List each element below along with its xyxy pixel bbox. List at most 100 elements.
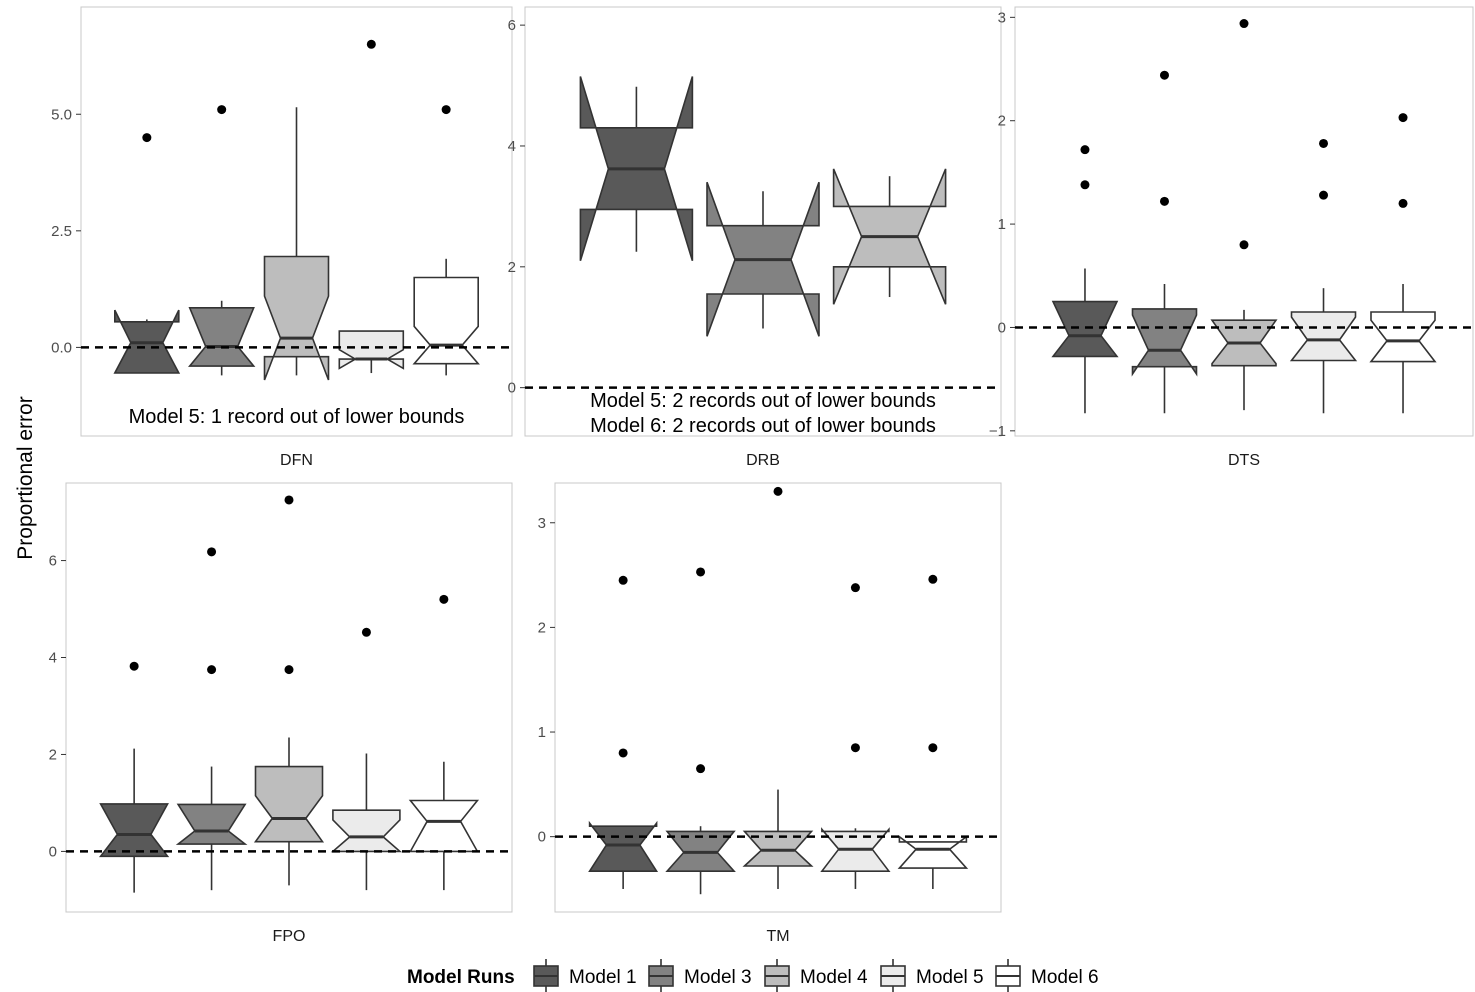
- outlier-point: [1159, 196, 1169, 206]
- facet-label: TM: [766, 928, 789, 945]
- outlier-point: [1239, 19, 1249, 29]
- box-model-6: [1369, 113, 1437, 414]
- facet-label: DTS: [1228, 452, 1260, 469]
- legend: Model Runs Model 1 Model 3 Model 4 Model 5 Mo…: [407, 959, 1099, 992]
- notched-box: [175, 803, 248, 845]
- notched-box: [1131, 308, 1198, 377]
- legend-entry-model-6: Model 6: [995, 959, 1099, 992]
- box-model-4: [742, 486, 814, 889]
- box-model-3: [1131, 70, 1198, 414]
- outlier-point: [366, 39, 376, 49]
- y-tick-label: 0: [538, 829, 546, 846]
- panel-fpo: 0 2 4 6 FPO: [49, 482, 513, 945]
- y-tick-label: 2: [998, 113, 1006, 130]
- y-tick-label: 4: [49, 650, 57, 667]
- outlier-point: [1319, 190, 1329, 200]
- y-tick-label: −1: [989, 423, 1006, 440]
- outlier-point: [207, 665, 217, 675]
- panel-dts: −1 0 1 2 3 DTS: [989, 6, 1474, 469]
- legend-title: Model Runs: [407, 967, 515, 988]
- box-model-5: [1289, 138, 1358, 414]
- legend-label: Model 6: [1031, 967, 1099, 988]
- box-model-6: [408, 594, 480, 891]
- box-model-4: [253, 495, 325, 886]
- box-model-1: [98, 661, 170, 893]
- box-model-6: [897, 574, 969, 889]
- notched-box: [588, 820, 659, 873]
- y-tick-label: 0.0: [51, 339, 72, 356]
- panel-dfn: 0.0 2.5 5.0 Model 5: 1 record out of lower …: [51, 6, 513, 469]
- box-model-1: [579, 76, 694, 262]
- panel-note: Model 5: 1 record out of lower bounds: [129, 406, 465, 428]
- box-model-4: [263, 107, 330, 381]
- outlier-point: [1398, 198, 1408, 208]
- outlier-point: [618, 575, 628, 585]
- y-tick-label: 3: [998, 9, 1006, 26]
- y-tick-label: 2: [508, 259, 516, 276]
- y-tick-label: 1: [538, 724, 546, 741]
- outlier-point: [207, 547, 217, 557]
- outlier-point: [1159, 70, 1169, 80]
- outlier-point: [850, 743, 860, 753]
- outlier-point: [696, 764, 706, 774]
- notched-box: [1289, 311, 1358, 362]
- notched-box: [253, 765, 325, 843]
- outlier-point: [1398, 113, 1408, 123]
- outlier-point: [441, 105, 451, 115]
- legend-label: Model 5: [916, 967, 984, 988]
- box-model-5: [338, 39, 405, 374]
- y-tick-label: 6: [49, 553, 57, 570]
- y-axis-title: Proportional error: [14, 396, 37, 559]
- y-tick-label: 0: [998, 319, 1006, 336]
- box-model-4: [832, 168, 947, 305]
- y-tick-label: 2.5: [51, 223, 72, 240]
- box-model-3: [665, 567, 736, 895]
- box-model-1: [1051, 145, 1119, 414]
- legend-label: Model 4: [800, 967, 868, 988]
- box-model-6: [412, 105, 480, 376]
- y-tick-label: 2: [538, 619, 546, 636]
- y-tick-label: 5.0: [51, 106, 72, 123]
- y-tick-label: 6: [508, 17, 516, 34]
- panel-tm: 0 1 2 3 TM: [538, 482, 1002, 945]
- outlier-point: [129, 661, 139, 671]
- notched-box: [263, 255, 330, 381]
- panel-note: Model 5: 2 records out of lower bounds: [590, 390, 936, 412]
- facet-label: DFN: [280, 452, 313, 469]
- box-model-5: [330, 627, 403, 891]
- outlier-point: [439, 594, 449, 604]
- legend-label: Model 1: [569, 967, 637, 988]
- outlier-point: [284, 665, 294, 675]
- legend-entry-model-4: Model 4: [764, 959, 868, 992]
- outlier-point: [850, 583, 860, 593]
- box-model-1: [588, 575, 659, 889]
- y-tick-label: 2: [49, 746, 57, 763]
- notched-box: [897, 835, 969, 869]
- outlier-point: [284, 495, 294, 505]
- panel-note: Model 6: 2 records out of lower bounds: [590, 415, 936, 437]
- outlier-point: [928, 574, 938, 584]
- outlier-point: [773, 486, 783, 496]
- y-tick-label: 3: [538, 515, 546, 532]
- legend-label: Model 3: [684, 967, 752, 988]
- outlier-point: [618, 748, 628, 758]
- outlier-point: [1239, 240, 1249, 250]
- box-model-1: [113, 133, 181, 374]
- y-tick-label: 0: [49, 843, 57, 860]
- outlier-point: [217, 105, 227, 115]
- y-tick-label: 0: [508, 380, 516, 397]
- legend-entry-model-5: Model 5: [880, 959, 984, 992]
- outlier-point: [1319, 138, 1329, 148]
- facet-label: FPO: [273, 928, 306, 945]
- outlier-point: [1080, 180, 1090, 190]
- box-model-3: [706, 181, 820, 337]
- y-tick-label: 4: [508, 138, 516, 155]
- y-tick-label: 1: [998, 216, 1006, 233]
- notched-box: [330, 809, 403, 853]
- box-model-3: [175, 547, 248, 891]
- outlier-point: [696, 567, 706, 577]
- panels: 0.0 2.5 5.0 Model 5: 1 record out of lower …: [49, 6, 1474, 945]
- outlier-point: [142, 133, 152, 143]
- panel-drb: 0 2 4 6 Model 5: 2 records out of lower boun…: [508, 6, 1002, 469]
